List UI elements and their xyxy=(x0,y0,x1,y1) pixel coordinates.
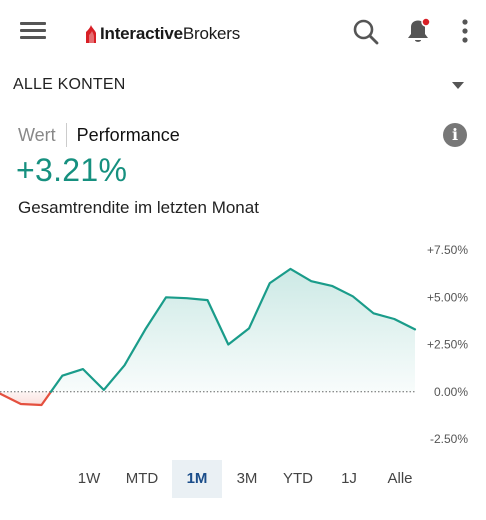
range-1j[interactable]: 1J xyxy=(341,470,357,487)
account-label: ALLE KONTEN xyxy=(13,76,126,93)
y-tick-label: -2.50% xyxy=(430,432,468,446)
menu-icon[interactable] xyxy=(20,20,46,42)
tab-divider xyxy=(65,123,67,147)
app-header: InteractiveBrokers xyxy=(0,0,486,64)
search-icon[interactable] xyxy=(352,18,380,46)
account-selector[interactable]: ALLE KONTEN xyxy=(0,64,486,108)
performance-value: +3.21% xyxy=(16,152,128,188)
y-tick-label: +5.00% xyxy=(427,290,468,304)
chart-line-positive xyxy=(49,267,417,393)
performance-chart: +7.50% +5.00% +2.50% 0.00% -2.50% xyxy=(0,243,468,446)
caret-down-icon xyxy=(452,82,464,89)
range-1w[interactable]: 1W xyxy=(77,470,101,487)
info-icon[interactable]: i xyxy=(443,123,467,147)
brand-flame-icon xyxy=(86,25,96,43)
view-tabs: Wert Performance xyxy=(18,122,180,148)
tab-wert[interactable]: Wert xyxy=(18,124,56,145)
bell-icon[interactable] xyxy=(404,16,432,46)
chart-line-negative xyxy=(0,390,52,407)
chart-area-negative xyxy=(0,391,51,405)
range-1m[interactable]: 1M xyxy=(172,460,222,498)
more-vertical-icon[interactable] xyxy=(456,18,474,44)
range-3m[interactable]: 3M xyxy=(236,470,258,487)
chart-area-positive xyxy=(50,268,416,392)
time-range-selector: 1W MTD 1M 3M YTD 1J Alle xyxy=(66,460,426,498)
y-tick-label: 0.00% xyxy=(434,385,468,399)
tab-performance[interactable]: Performance xyxy=(76,124,180,145)
range-alle[interactable]: Alle xyxy=(387,470,413,487)
brand-logo: InteractiveBrokers xyxy=(84,20,240,48)
performance-caption: Gesamtrendite im letzten Monat xyxy=(18,198,259,217)
y-tick-label: +2.50% xyxy=(427,338,468,352)
brand-name-part2: Brokers xyxy=(182,24,241,43)
range-ytd[interactable]: YTD xyxy=(283,470,313,487)
brand-name: InteractiveBrokers xyxy=(100,24,240,44)
range-mtd[interactable]: MTD xyxy=(125,470,159,487)
brand-name-part1: Interactive xyxy=(100,24,183,43)
y-tick-label: +7.50% xyxy=(427,243,468,257)
notification-dot xyxy=(421,17,431,27)
